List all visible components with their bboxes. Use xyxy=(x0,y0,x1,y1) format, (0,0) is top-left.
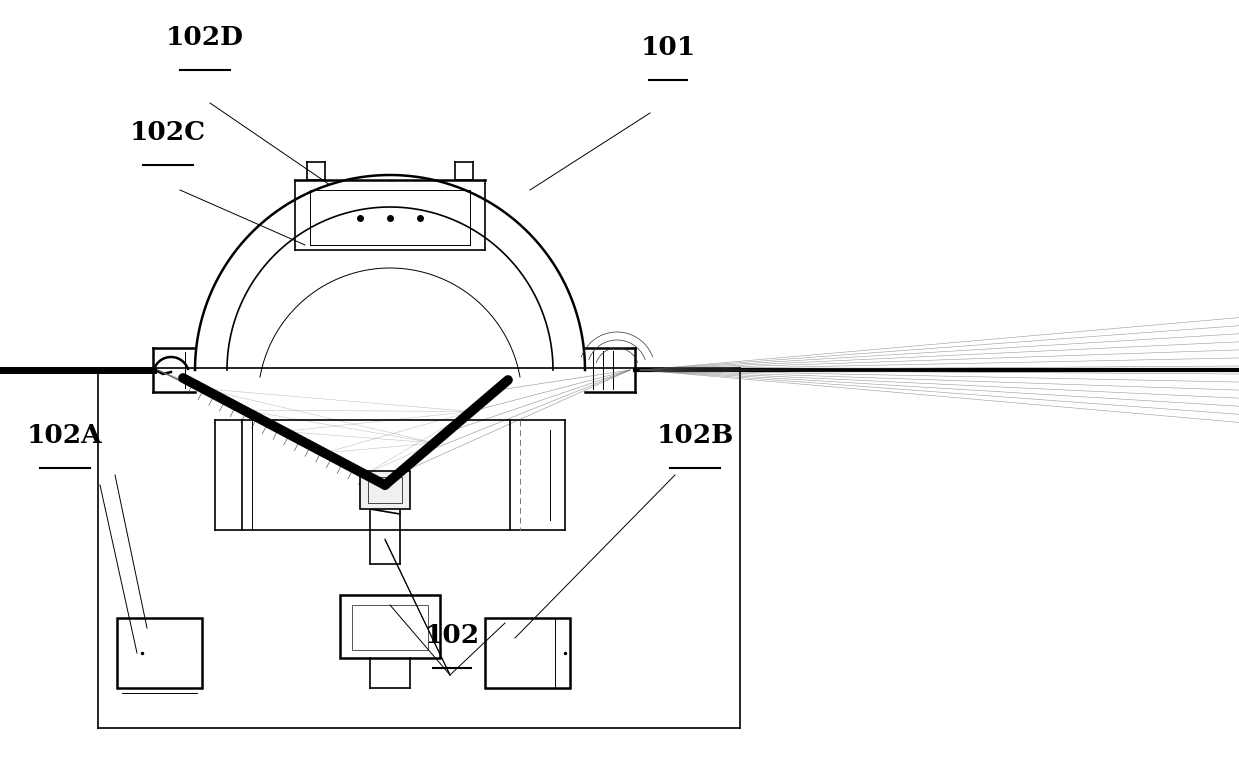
Bar xyxy=(352,605,427,650)
Text: 102: 102 xyxy=(425,623,479,648)
Text: 101: 101 xyxy=(641,35,695,60)
Bar xyxy=(361,471,410,509)
Text: 102C: 102C xyxy=(130,120,206,145)
Text: 102A: 102A xyxy=(27,423,103,448)
Bar xyxy=(339,595,440,658)
Bar xyxy=(368,477,401,503)
Bar xyxy=(116,618,202,688)
Text: 102B: 102B xyxy=(657,423,733,448)
Text: 102D: 102D xyxy=(166,25,244,50)
Bar xyxy=(484,618,570,688)
